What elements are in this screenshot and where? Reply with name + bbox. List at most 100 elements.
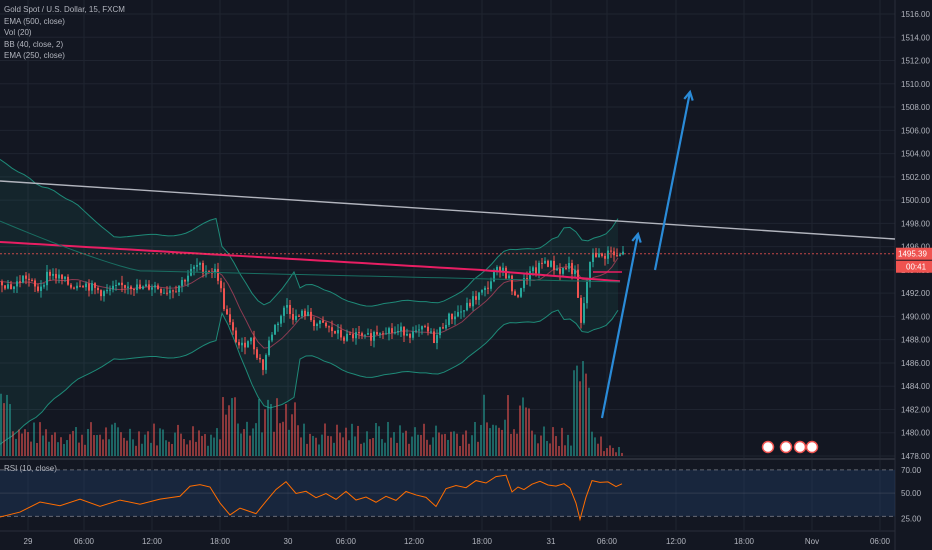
- candle-body: [10, 284, 12, 289]
- volume-bar: [189, 440, 191, 456]
- candle-body: [583, 303, 585, 323]
- candle-body: [610, 250, 612, 252]
- candle-body: [25, 275, 27, 279]
- volume-bar: [48, 441, 50, 456]
- candle-body: [478, 292, 480, 300]
- volume-bar: [186, 444, 188, 456]
- volume-bar: [117, 427, 119, 456]
- volume-bar: [555, 436, 557, 456]
- volume-bar: [459, 445, 461, 456]
- volume-bar: [171, 443, 173, 456]
- candle-body: [421, 326, 423, 330]
- candle-body: [574, 269, 576, 275]
- y-tick-label: 1506.00: [901, 126, 930, 135]
- volume-bar: [588, 387, 590, 456]
- volume-bar: [18, 429, 20, 456]
- candle-body: [100, 290, 102, 297]
- candle-body: [208, 271, 210, 273]
- x-tick-label: 12:00: [666, 537, 687, 546]
- volume-bar: [126, 440, 128, 456]
- candle-body: [376, 331, 378, 335]
- volume-bar: [576, 365, 578, 456]
- candle-body: [43, 285, 45, 287]
- y-tick-label: 1480.00: [901, 429, 930, 438]
- volume-bar: [129, 428, 131, 456]
- legend-study-ema-250[interactable]: EMA (250, close): [4, 51, 65, 60]
- volume-bar: [63, 444, 65, 456]
- volume-bar: [306, 443, 308, 456]
- legend-symbol[interactable]: Gold Spot / U.S. Dollar, 15, FXCM: [4, 5, 125, 14]
- volume-bar: [174, 432, 176, 456]
- candle-body: [451, 313, 453, 320]
- candle-body: [160, 288, 162, 293]
- candle-body: [175, 291, 177, 293]
- volume-bar: [297, 425, 299, 456]
- x-tick-label: 29: [24, 537, 33, 546]
- volume-bar: [30, 441, 32, 456]
- volume-bar: [9, 404, 11, 456]
- candle-body: [70, 284, 72, 288]
- volume-bar: [396, 442, 398, 456]
- legend-study-volume[interactable]: Vol (20): [4, 28, 32, 37]
- candle-body: [1, 281, 3, 286]
- volume-bar: [177, 424, 179, 456]
- candle-body: [136, 284, 138, 291]
- candle-body: [301, 310, 303, 317]
- legend-study-bb[interactable]: BB (40, close, 2): [4, 39, 64, 49]
- candle-body: [346, 333, 348, 341]
- volume-bar: [300, 437, 302, 456]
- candle-body: [607, 250, 609, 259]
- candle-body: [568, 263, 570, 269]
- volume-bar: [66, 440, 68, 456]
- volume-bar: [552, 427, 554, 456]
- volume-bar: [111, 424, 113, 456]
- volume-bar: [27, 431, 29, 456]
- legend-study-ema-500[interactable]: EMA (500, close): [4, 16, 65, 26]
- candle-body: [148, 284, 150, 290]
- volume-bar: [444, 433, 446, 456]
- candle-body: [403, 326, 405, 336]
- candle-body: [13, 286, 15, 289]
- candle-body: [538, 262, 540, 274]
- bb-fill: [0, 159, 618, 445]
- candle-body: [40, 286, 42, 291]
- y-tick-label: 1490.00: [901, 312, 930, 321]
- volume-bar: [132, 439, 134, 456]
- rsi-legend[interactable]: RSI (10, close): [4, 464, 57, 473]
- candle-body: [397, 331, 399, 333]
- volume-bar: [408, 443, 410, 456]
- candle-body: [157, 285, 159, 289]
- candle-body: [454, 316, 456, 320]
- volume-bar: [495, 425, 497, 456]
- price-axis[interactable]: 1516.00 1514.00 1512.00 1510.00 1508.00 1506.…: [896, 10, 932, 524]
- candle-body: [319, 320, 321, 324]
- candle-body: [19, 281, 21, 283]
- forecast-arrow-head: [631, 231, 642, 243]
- y-tick-label: 1512.00: [901, 57, 930, 66]
- candle-body: [298, 315, 300, 317]
- volume-bar: [435, 425, 437, 456]
- volume-bar: [312, 435, 314, 456]
- volume-bar: [282, 421, 284, 456]
- volume-bar: [525, 407, 527, 456]
- rsi-pane: [0, 469, 895, 522]
- candle-body: [91, 283, 93, 291]
- volume-bar: [564, 445, 566, 456]
- volume-bar: [96, 435, 98, 456]
- time-axis[interactable]: 29 06:00 12:00 18:00 30 06:00 12:00 18:00 31 06:0…: [24, 537, 891, 546]
- volume-bar: [501, 429, 503, 456]
- volume-bar: [540, 435, 542, 456]
- volume-bar: [198, 430, 200, 456]
- event-flag-icon: [805, 440, 819, 454]
- candle-body: [250, 337, 252, 342]
- candle-body: [577, 269, 579, 298]
- volume-bar: [468, 443, 470, 456]
- candle-body: [145, 284, 147, 287]
- volume-bar: [87, 428, 89, 456]
- candle-body: [154, 285, 156, 288]
- volume-bar: [39, 422, 41, 456]
- volume-bar: [303, 423, 305, 456]
- candle-body: [310, 311, 312, 321]
- candle-body: [544, 260, 546, 264]
